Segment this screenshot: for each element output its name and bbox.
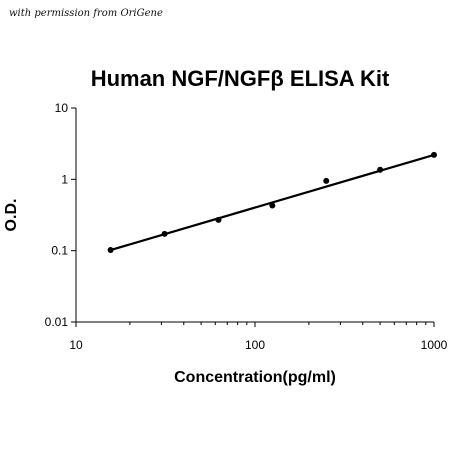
x-tick-label: 100 [245,338,265,352]
x-tick-label: 10 [69,338,83,352]
data-point [107,247,114,254]
credit-text: with permission from OriGene [9,8,163,19]
chart-title: Human NGF/NGFβ ELISA Kit [91,66,390,91]
data-points [107,151,437,254]
axes [75,108,434,323]
data-point [161,230,168,237]
y-tick-label: 0.1 [51,244,68,258]
x-axis-label: Concentration(pg/ml) [174,369,336,386]
data-point [215,216,222,223]
y-tick-label: 10 [55,101,69,115]
y-axis-label: O.D. [3,199,20,232]
x-tick-label: 1000 [421,338,448,352]
y-tick-label: 0.01 [45,315,69,329]
data-point [377,166,384,173]
data-point [431,151,437,158]
data-point [269,202,276,209]
data-point [323,177,330,184]
y-tick-label: 1 [61,172,68,186]
